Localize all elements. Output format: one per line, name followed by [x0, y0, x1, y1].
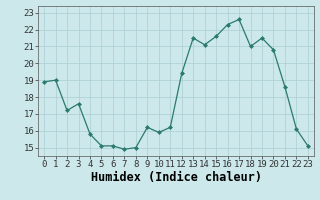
X-axis label: Humidex (Indice chaleur): Humidex (Indice chaleur): [91, 171, 261, 184]
